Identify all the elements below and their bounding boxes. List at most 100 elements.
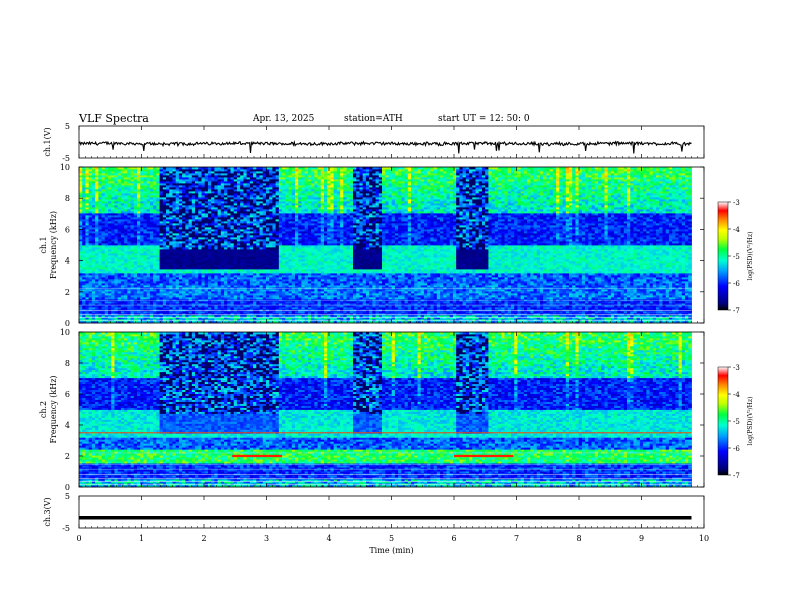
ch1-spectrogram-cell <box>108 173 112 176</box>
ch1-spectrogram-cell <box>162 223 167 226</box>
ch1-spectrogram-cell <box>137 185 141 188</box>
ch1-spectrogram-cell <box>85 251 90 254</box>
ch1-spectrogram-cell <box>156 171 160 174</box>
ch1-spectrogram-cell <box>85 303 90 306</box>
ch1-spectrogram-cell <box>217 269 222 272</box>
ch1-spectrogram-cell <box>198 293 202 296</box>
ch1-spectrogram-cell <box>204 241 209 244</box>
ch1-spectrogram-cell <box>169 233 173 236</box>
ch1-spectrogram-cell <box>104 185 109 188</box>
ch1-spectrogram-cell <box>98 203 102 206</box>
ch1-spectrogram-cell <box>146 269 151 272</box>
ch1-spectrogram-cell <box>98 193 102 196</box>
ch1-spectrogram-cell <box>133 233 138 236</box>
ch1-spectrogram-cell <box>120 223 125 226</box>
ch1-spectrogram-cell <box>111 283 115 286</box>
ch1-spectrogram-cell <box>91 187 96 190</box>
ch1-spectrogram-cell <box>95 187 99 190</box>
ch1-spectrogram-cell <box>156 289 160 292</box>
ch1-spectrogram-cell <box>166 263 170 266</box>
ch1-spectrogram-cell <box>207 177 212 180</box>
ch1-spectrogram-cell <box>85 167 90 170</box>
ch1-spectrogram-cell <box>178 225 183 228</box>
ch1-spectrogram-cell <box>204 181 209 184</box>
ch1-spectrogram-cell <box>101 189 106 192</box>
ch1-spectrogram-cell <box>198 179 202 182</box>
ch1-spectrogram-cell <box>166 223 170 226</box>
ch1-spectrogram-cell <box>188 201 193 204</box>
ch1-spectrogram-cell <box>159 229 164 232</box>
ch1-spectrogram-cell <box>88 293 93 296</box>
ch1-spectrogram-cell <box>178 183 183 186</box>
ch1-spectrogram-cell <box>217 241 222 244</box>
ch1-spectrogram-cell <box>198 205 202 208</box>
ch1-spectrogram-cell <box>191 257 196 260</box>
ch1-spectrogram-cell <box>159 171 164 174</box>
ch1-spectrogram-cell <box>143 261 148 264</box>
ch1-spectrogram-cell <box>217 317 222 320</box>
ch1-spectrogram-cell <box>195 225 199 228</box>
ch1-spectrogram-cell <box>166 189 170 192</box>
ch1-spectrogram-cell <box>198 169 202 172</box>
ch1-spectrogram-cell <box>201 207 206 210</box>
ch1-spectrogram-cell <box>191 183 196 186</box>
ch1-spectrogram-cell <box>98 235 102 238</box>
ch1-spectrogram-cell <box>201 197 206 200</box>
ch1-spectrogram-cell <box>211 219 215 222</box>
ch1-spectrogram-cell <box>159 255 164 258</box>
ch1-spectrogram-cell <box>117 187 122 190</box>
ch1-spectrogram-cell <box>82 293 86 296</box>
ch1-spectrogram-cell <box>159 285 164 288</box>
ch1-spectrogram-cell <box>114 287 119 290</box>
ch1-spectrogram-cell <box>198 203 202 206</box>
ch1-spectrogram-cell <box>114 169 119 172</box>
ch1-spectrogram-cell <box>114 319 119 322</box>
ch1-spectrogram-cell <box>146 195 151 198</box>
ch1-spectrogram-cell <box>101 321 106 324</box>
station-label: station=ATH <box>344 114 403 124</box>
ch1-spectrogram-cell <box>166 303 170 306</box>
ch1-spectrogram-cell <box>166 173 170 176</box>
ch1-spectrogram-cell <box>91 273 96 276</box>
ch1-spectrogram-cell <box>137 255 141 258</box>
ch1-spectrogram-cell <box>211 289 215 292</box>
ch1-spectrogram-cell <box>195 273 199 276</box>
ch1-spectrogram-cell <box>185 195 189 198</box>
ch1-spectrogram-cell <box>162 239 167 242</box>
ch1-spectrogram-cell <box>104 249 109 252</box>
ch1-spectrogram-cell <box>111 281 115 284</box>
ch1-spectrogram-cell <box>149 203 154 206</box>
ch1-spectrogram-cell <box>207 259 212 262</box>
ch1-spectrogram-cell <box>149 255 154 258</box>
ch1-spectrogram-cell <box>133 231 138 234</box>
ch1-spectrogram-cell <box>207 201 212 204</box>
ch1-spectrogram-cell <box>175 211 180 214</box>
ch1-spectrogram-cell <box>162 215 167 218</box>
ch1-spectrogram-cell <box>95 235 99 238</box>
ch1-spectrogram-cell <box>156 209 160 212</box>
ch1-spectrogram-cell <box>149 317 154 320</box>
ch1-spectrogram-cell <box>146 317 151 320</box>
ch1-spectrogram-cell <box>146 189 151 192</box>
ch1-spectrogram-cell <box>201 259 206 262</box>
ch1-spectrogram-cell <box>156 285 160 288</box>
ch1-spectrogram-cell <box>85 229 90 232</box>
ch1-spectrogram-cell <box>211 183 215 186</box>
ch1-spectrogram-cell <box>166 217 170 220</box>
ch1-spectrogram-cell <box>175 287 180 290</box>
ch1-spectrogram-cell <box>175 195 180 198</box>
ch1-spectrogram-cell <box>82 167 86 170</box>
ch1-spectrogram-cell <box>127 167 131 170</box>
ch1-spectrogram-cell <box>124 209 128 212</box>
ch1-spectrogram-cell <box>214 223 219 226</box>
ch1-spectrogram-cell <box>172 261 177 264</box>
ch1-spectrogram-cell <box>211 201 215 204</box>
ch1-spectrogram-cell <box>159 167 164 170</box>
ch1-spectrogram-cell <box>82 243 86 246</box>
ch1-spectrogram-cell <box>143 259 148 262</box>
ch1-spectrogram-cell <box>201 285 206 288</box>
ch1-spectrogram-cell <box>159 219 164 222</box>
ch1-spectrogram-cell <box>140 303 144 306</box>
ch1-spectrogram-cell <box>143 213 148 216</box>
ch1-spectrogram-cell <box>127 251 131 254</box>
